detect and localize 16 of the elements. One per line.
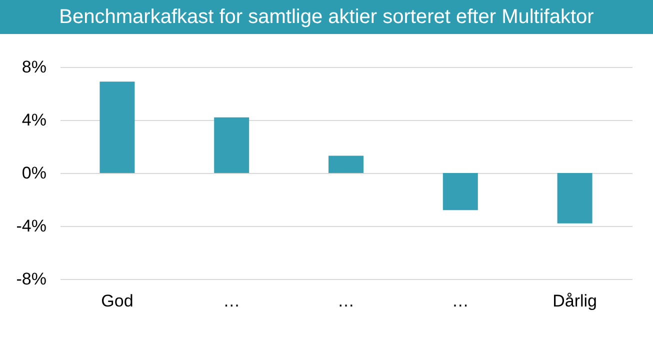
- x-tick-label: …: [452, 292, 469, 310]
- bar: [442, 173, 478, 210]
- y-tick-label: -4%: [16, 216, 46, 236]
- x-tick-label: Dårlig: [552, 292, 598, 310]
- bar: [100, 82, 135, 173]
- y-tick-label: -8%: [16, 270, 46, 288]
- x-tick-label: God: [101, 292, 134, 310]
- y-tick-label: 0%: [22, 164, 46, 182]
- x-tick-label: …: [223, 292, 240, 310]
- bar: [214, 117, 250, 173]
- bar: [557, 173, 592, 224]
- bar: [328, 156, 364, 173]
- chart-title: Benchmarkafkast for samtlige aktier sorteret efter Multifaktor: [0, 0, 653, 34]
- y-tick-label: 4%: [22, 110, 46, 130]
- x-tick-label: …: [338, 292, 354, 310]
- y-tick-label: 8%: [22, 58, 46, 76]
